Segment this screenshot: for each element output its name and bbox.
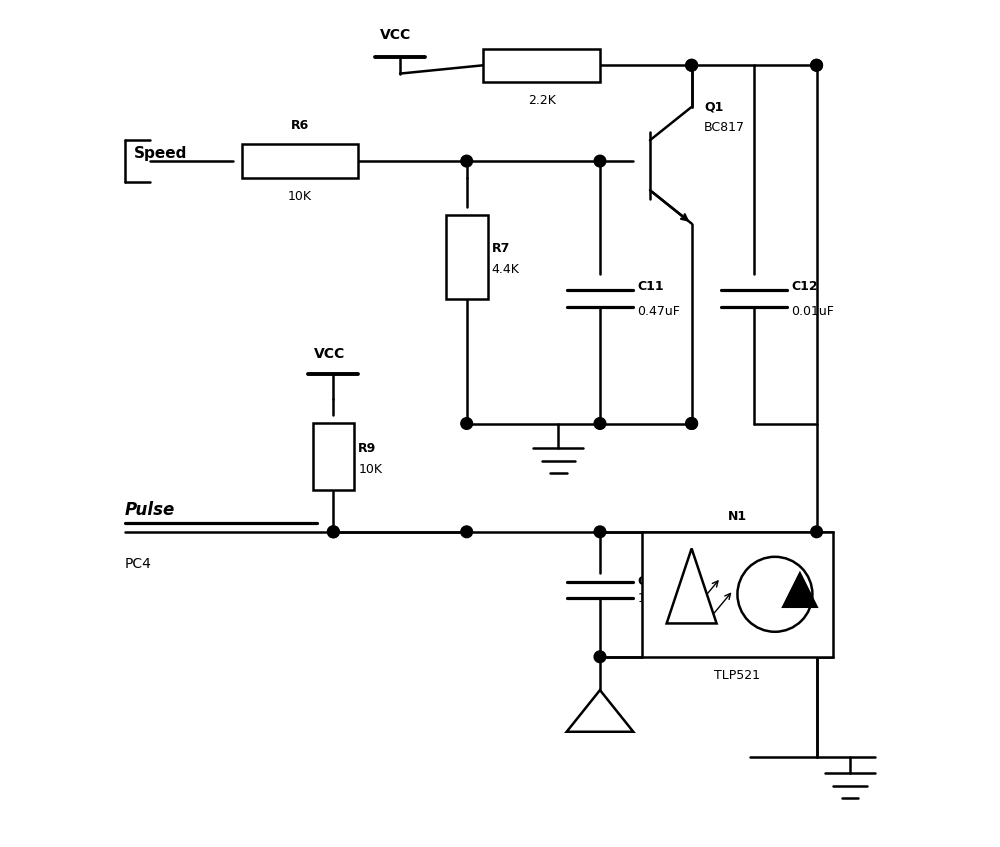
Text: VCC: VCC	[314, 347, 345, 361]
Text: R7: R7	[492, 242, 510, 255]
Polygon shape	[567, 690, 633, 732]
Bar	[642, 532, 833, 656]
Circle shape	[461, 418, 473, 429]
Circle shape	[461, 155, 473, 167]
Bar	[242, 144, 358, 178]
Text: C11: C11	[637, 280, 664, 292]
Text: Q1: Q1	[704, 101, 723, 113]
Text: TLP521: TLP521	[714, 669, 760, 683]
Circle shape	[594, 155, 606, 167]
Circle shape	[811, 59, 822, 71]
Circle shape	[737, 556, 812, 632]
Circle shape	[811, 526, 822, 538]
Text: 2.2K: 2.2K	[528, 94, 556, 108]
Text: 10K: 10K	[288, 191, 312, 203]
Circle shape	[686, 59, 697, 71]
Circle shape	[594, 418, 606, 429]
Circle shape	[686, 59, 697, 71]
Text: BC817: BC817	[704, 121, 745, 134]
Circle shape	[594, 651, 606, 662]
Text: 10K: 10K	[358, 462, 382, 476]
Text: 10nF: 10nF	[637, 592, 668, 605]
Text: VCC: VCC	[380, 28, 411, 42]
Text: PC4: PC4	[125, 556, 152, 571]
Circle shape	[328, 526, 339, 538]
Text: 0.01uF: 0.01uF	[792, 305, 834, 318]
Circle shape	[686, 418, 697, 429]
Circle shape	[811, 59, 822, 71]
Circle shape	[594, 526, 606, 538]
Polygon shape	[667, 549, 717, 623]
Bar	[483, 48, 600, 82]
Text: R6: R6	[291, 119, 309, 132]
Text: 0.47uF: 0.47uF	[637, 305, 680, 318]
Circle shape	[461, 526, 473, 538]
Text: Pulse: Pulse	[125, 501, 175, 519]
Bar	[446, 215, 488, 298]
Bar	[313, 424, 354, 490]
Text: Speed: Speed	[133, 146, 187, 161]
Polygon shape	[783, 573, 817, 606]
Circle shape	[328, 526, 339, 538]
Circle shape	[686, 418, 697, 429]
Text: R9: R9	[358, 442, 377, 455]
Text: C12: C12	[792, 280, 818, 292]
Text: N1: N1	[728, 511, 747, 523]
Text: 4.4K: 4.4K	[492, 263, 520, 276]
Text: C13: C13	[637, 575, 664, 589]
